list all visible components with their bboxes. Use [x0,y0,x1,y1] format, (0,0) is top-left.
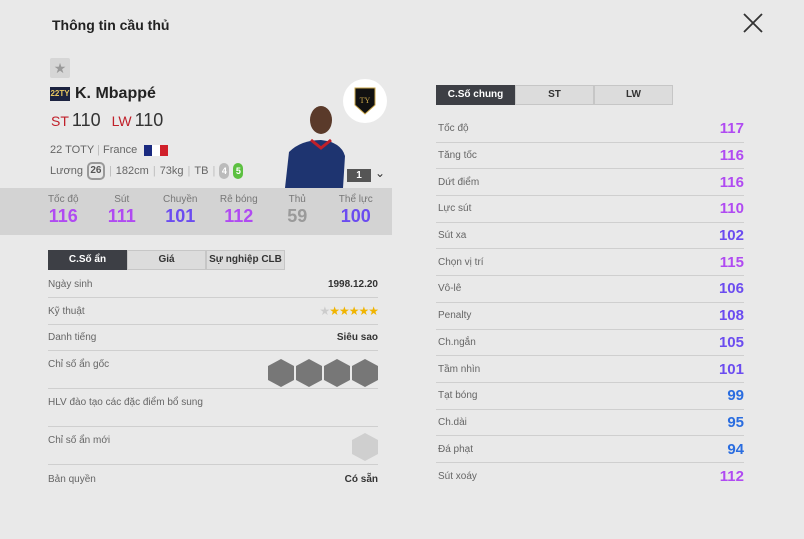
stat-row: Penalty 108 [436,303,744,330]
tab-club-career[interactable]: Sự nghiệp CLB [206,250,285,270]
summary-stat: Thể lực 100 [338,194,373,226]
license-row: Bản quyền Có sẵn [48,473,378,485]
birth-row: Ngày sinh 1998.12.20 [48,272,378,298]
season-nation: 22 TOTY | France [50,144,169,156]
stat-label: Tăng tốc [438,150,477,162]
stat-label: Lực sút [438,203,472,215]
lock-icon[interactable] [352,433,378,461]
rating: 110 [134,110,164,130]
stat-row: Vô-lê 106 [436,276,744,303]
dialog-title: Thông tin cầu thủ [52,17,170,33]
france-flag-icon [144,144,169,156]
summary-stat: Rê bóng 112 [219,194,258,226]
close-icon[interactable] [740,10,766,36]
info-tabs: C.Số ẩn Giá Sự nghiệp CLB [48,250,285,270]
weight: 73kg [159,165,184,177]
stat-value: 110 [719,200,744,218]
summary-stat: Thủ 59 [287,194,308,226]
stat-row: Đá phạt 94 [436,436,744,463]
stat-label: Ch.ngắn [438,336,476,348]
stat-label: Penalty [438,310,472,322]
stat-label: Chọn vị trí [438,256,484,268]
stat-label: Tầm nhìn [438,363,481,375]
stat-row: Dứt điểm 116 [436,169,744,197]
summary-stats: Tốc độ 116 Sút 111 Chuyền 101 Rê bóng 112 Th… [0,188,392,235]
salary-label: Lương [50,165,83,177]
tab-general-stats[interactable]: C.Số chung [436,85,515,105]
player-physical: Lương 26 | 182cm | 73kg | TB | 4 5 [50,162,244,180]
skill-row: Kỹ thuật ★★★★★★ [48,298,379,325]
stat-label: Tốc độ [438,123,469,135]
trainer-row: HLV đào tạo các đặc điểm bổ sung [48,389,378,427]
stat-label: Tạt bóng [438,390,478,402]
speed-dribbler-trait-icon[interactable] [324,359,350,387]
stat-row: Sút xa 102 [436,223,744,250]
toty-club-logo: TY [343,79,387,123]
body-type: TB [194,165,209,177]
season: 22 TOTY [50,144,95,156]
stat-row: Sút xoáy 112 [436,463,744,490]
technical-dribbler-trait-icon[interactable] [352,359,378,387]
stat-row: Chọn vị trí 115 [436,249,744,277]
weak-foot-icon: 4 [219,163,230,179]
finesse-shot-trait-icon[interactable] [268,359,294,387]
svg-text:TY: TY [360,96,371,105]
stat-value: 117 [719,120,744,138]
stat-label: Đá phạt [438,443,474,455]
stat-row: Ch.dài 95 [436,410,744,437]
stats-list: Tốc độ 117 Tăng tốc 116 Dứt điểm 116 Lực sút 11… [436,116,744,490]
stat-value: 99 [727,387,744,405]
new-traits-row: Chỉ số ẩn mới [48,427,378,465]
stat-label: Dứt điểm [438,176,480,188]
flair-trait-icon[interactable] [296,359,322,387]
stat-row: Tạt bóng 99 [436,383,744,410]
traits-row: Chỉ số ẩn gốc [48,351,378,389]
player-name: K. Mbappé [75,85,156,102]
summary-stat: Chuyền 101 [163,194,198,226]
stat-value: 108 [718,307,744,325]
tab-price[interactable]: Giá [127,250,206,270]
stat-label: Vô-lê [438,283,462,295]
favorite-star-button[interactable]: ★ [50,58,70,78]
tab-hidden-stats[interactable]: C.Số ẩn [48,250,127,270]
position-ratings: ST 110 LW 110 [51,110,163,131]
position: ST [51,113,69,129]
stat-value: 116 [719,147,744,165]
nation: France [103,144,138,156]
stat-value: 102 [718,227,744,245]
skill-moves-icon: 5 [233,163,244,179]
stat-row: Tăng tốc 116 [436,143,744,170]
summary-stat: Sút 111 [107,194,136,226]
stat-label: Ch.dài [438,416,467,428]
stat-value: 116 [719,173,744,191]
stat-value: 94 [727,440,744,458]
salary-badge: 26 [86,162,105,180]
stat-value: 105 [718,333,744,351]
rating: 110 [71,110,101,130]
stat-label: Sút xa [438,230,467,242]
season-badge: 22TY [50,87,70,101]
stat-row: Tốc độ 117 [436,116,744,143]
stat-value: 112 [719,467,744,485]
stat-value: 101 [718,360,744,378]
height: 182cm [115,165,149,177]
stat-row: Tầm nhìn 101 [436,356,744,383]
stat-value: 95 [727,413,744,431]
stat-value: 115 [719,253,744,271]
summary-stat: Tốc độ 116 [47,194,79,226]
upgrade-level[interactable]: 1 [347,169,371,182]
fame-row: Danh tiếng Siêu sao [48,325,378,351]
info-list: Ngày sinh 1998.12.20 Kỹ thuật ★★★★★★ Danh … [48,272,379,493]
tab-st[interactable]: ST [515,85,594,105]
tab-lw[interactable]: LW [594,85,673,105]
player-image [285,106,345,188]
skill-stars-icon: ★★★★★★ [319,304,379,318]
stat-tabs: C.Số chung ST LW [436,85,673,105]
stat-value: 106 [718,280,744,298]
stat-row: Lực sút 110 [436,196,744,223]
chevron-down-icon[interactable]: ⌄ [375,166,386,180]
stat-label: Sút xoáy [438,470,477,482]
position: LW [111,113,132,129]
stat-row: Ch.ngắn 105 [436,330,744,357]
